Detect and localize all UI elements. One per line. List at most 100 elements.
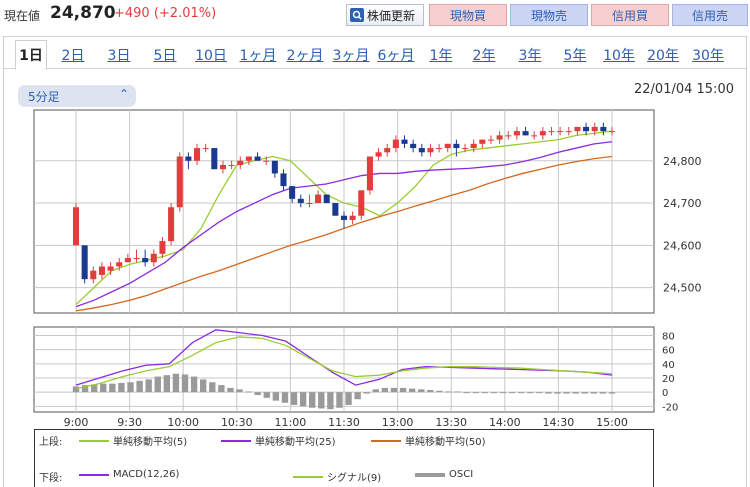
osci-swatch <box>415 472 445 477</box>
candle-body <box>496 135 503 140</box>
legend-lower-label: 下段: <box>39 473 63 484</box>
osci-bar <box>190 376 198 393</box>
tab-3y[interactable]: 3年 <box>518 47 542 64</box>
tab-3d[interactable]: 3日 <box>107 47 131 64</box>
osci-bar <box>418 389 425 393</box>
tab-5y[interactable]: 5年 <box>563 47 587 64</box>
tab-2m[interactable]: 2ヶ月 <box>286 47 324 64</box>
osci-bar <box>90 384 98 393</box>
period-tabs: 1日 2日 3日 5日 10日 1ヶ月 2ヶ月 3ヶ月 6ヶ月 1年 2年 3年… <box>4 37 746 70</box>
tab-2d[interactable]: 2日 <box>61 47 85 64</box>
x-tick-label: 11:30 <box>328 416 360 429</box>
legend-macd-label: MACD(12,26) <box>113 469 180 480</box>
osci-bar <box>318 392 325 409</box>
candle-body <box>176 156 183 208</box>
osci-bar <box>399 387 407 393</box>
candle-body <box>168 207 175 242</box>
ma-line-1 <box>75 130 613 306</box>
osci-bar <box>136 380 143 393</box>
osci-bar <box>381 387 389 393</box>
candle-body <box>124 258 131 263</box>
candle-body <box>375 152 382 157</box>
osci-bar <box>517 392 525 394</box>
osci-bar <box>363 392 370 394</box>
osci-bar <box>309 392 316 408</box>
osci-bar <box>327 392 334 410</box>
tab-5d[interactable]: 5日 <box>153 47 177 64</box>
candle-body <box>418 148 425 153</box>
interval-select[interactable]: 5分足 ⌃ <box>18 85 136 107</box>
candle-body <box>271 160 278 174</box>
candle-body <box>591 126 598 132</box>
x-tick-label: 14:30 <box>543 416 575 429</box>
sma25-swatch <box>221 439 251 442</box>
main-y-tick-label: 24,700 <box>663 197 702 210</box>
candle-body <box>306 203 313 205</box>
legend-sma50-label: 単純移動平均(50) <box>405 437 486 448</box>
candle-body <box>185 156 192 161</box>
candle-body <box>159 241 166 254</box>
legend-upper-row: 上段: 単純移動平均(5) 単純移動平均(25) 単純移動平均(50) <box>35 430 653 448</box>
refresh-price-button[interactable]: 株価更新 <box>346 4 424 26</box>
osci-bar <box>545 392 552 394</box>
osci-bar <box>290 392 298 405</box>
spot-buy-button[interactable]: 現物買 <box>429 4 507 26</box>
osci-bar <box>490 392 498 394</box>
tab-1y[interactable]: 1年 <box>429 47 453 64</box>
osci-bar <box>454 391 461 393</box>
candle-body <box>565 131 572 133</box>
osci-bar <box>172 373 180 393</box>
tab-1d[interactable]: 1日 <box>15 40 47 70</box>
spot-sell-button[interactable]: 現物売 <box>510 4 588 26</box>
osci-bar <box>72 386 80 393</box>
candle-body <box>72 207 80 246</box>
osci-bar <box>209 382 216 393</box>
osci-bar <box>218 385 225 393</box>
candle-body <box>358 190 365 216</box>
refresh-icon <box>350 8 364 22</box>
x-tick-label: 15:00 <box>596 416 628 429</box>
candle-body <box>600 126 607 132</box>
osci-bar <box>336 392 343 408</box>
candle-body <box>280 173 287 187</box>
margin-sell-button[interactable]: 信用売 <box>672 4 748 26</box>
candle-body <box>332 203 339 216</box>
osci-bar <box>527 392 534 394</box>
osci-bar <box>109 383 116 393</box>
tab-30y[interactable]: 30年 <box>692 47 724 64</box>
tab-1m[interactable]: 1ヶ月 <box>239 47 277 64</box>
candle-body <box>574 126 581 132</box>
margin-buy-button[interactable]: 信用買 <box>591 4 669 26</box>
candle-body <box>548 131 555 133</box>
candle-body <box>436 148 443 150</box>
osci-bar <box>427 390 434 393</box>
tab-10d[interactable]: 10日 <box>195 47 227 64</box>
candle-body <box>487 139 494 141</box>
x-tick-label: 10:30 <box>221 416 253 429</box>
candle-body <box>323 194 330 204</box>
tab-10y[interactable]: 10年 <box>603 47 635 64</box>
candle-body <box>366 156 373 191</box>
refresh-label: 株価更新 <box>367 8 416 23</box>
candle-body <box>107 266 114 271</box>
candle-body <box>444 143 451 149</box>
osci-bar <box>272 392 280 401</box>
osci-bar <box>254 392 261 395</box>
tab-6m[interactable]: 6ヶ月 <box>377 47 415 64</box>
legend-sma5: 単純移動平均(5) <box>79 433 187 448</box>
sub-y-tick-label: 0 <box>662 388 668 399</box>
candle-body <box>116 262 123 267</box>
tab-2y[interactable]: 2年 <box>472 47 496 64</box>
legend-osci: OSCI <box>415 469 473 480</box>
osci-bar <box>590 392 598 394</box>
osci-bar <box>354 392 361 400</box>
candle-body <box>583 126 590 132</box>
tab-20y[interactable]: 20年 <box>647 47 679 64</box>
candle-body <box>211 148 218 170</box>
osci-bar <box>227 387 234 393</box>
sub-y-tick-label: 80 <box>662 332 675 343</box>
candle-body <box>90 270 97 280</box>
osci-bar <box>608 392 616 394</box>
tab-3m[interactable]: 3ヶ月 <box>332 47 370 64</box>
